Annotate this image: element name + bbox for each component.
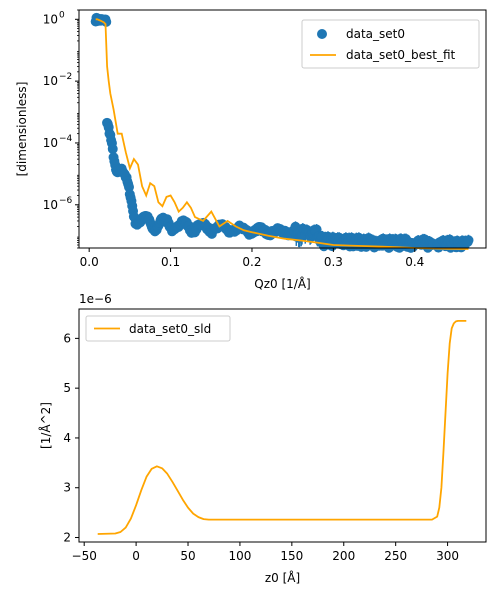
data-point <box>463 235 474 246</box>
y-tick-exponent: −6 <box>59 196 73 206</box>
y-tick-label: 10 <box>43 198 58 212</box>
sld-plot-frame <box>78 308 487 543</box>
y-tick-label: 10 <box>43 12 58 26</box>
x-tick-label: 150 <box>280 549 303 563</box>
y-tick-label: 10 <box>43 74 58 88</box>
reflectivity-x-axis-label: Qz0 [1/Å] <box>254 276 310 291</box>
reflectivity-x-axis: 0.0 0.1 0.2 0.3 0.4 <box>80 248 424 269</box>
x-tick-label: −50 <box>72 549 97 563</box>
sld-y-axis-label: [1/Å^2] <box>38 402 53 449</box>
data-point <box>107 143 118 154</box>
reflectivity-y-axis-label: [dimensionless] <box>15 82 29 177</box>
legend-marker-data <box>317 29 327 39</box>
x-tick-label: 200 <box>332 549 355 563</box>
sld-legend-box <box>85 315 231 342</box>
sld-legend: data_set0_sld <box>85 315 231 342</box>
legend-label-data: data_set0 <box>346 27 405 41</box>
reflectivity-fit-layer <box>95 18 469 250</box>
sld-y-offset-label: 1e−6 <box>79 292 112 306</box>
y-tick-exponent: 0 <box>59 10 65 20</box>
reflectivity-legend: data_set0 data_set0_best_fit <box>301 19 480 69</box>
x-tick-label: 0.4 <box>405 255 424 269</box>
sld-line-layer <box>97 320 467 535</box>
y-tick-label: 4 <box>63 431 71 445</box>
x-tick-label: 0.3 <box>324 255 343 269</box>
x-tick-label: 250 <box>384 549 407 563</box>
sld-profile-line <box>97 320 467 535</box>
x-tick-label: 0.2 <box>242 255 261 269</box>
x-tick-label: 0.1 <box>161 255 180 269</box>
x-tick-label: 300 <box>436 549 459 563</box>
reflectivity-legend-box <box>301 19 480 69</box>
y-tick-label: 5 <box>63 381 71 395</box>
x-tick-label: 50 <box>180 549 195 563</box>
x-tick-label: 100 <box>228 549 251 563</box>
x-tick-label: 0.0 <box>80 255 99 269</box>
sld-x-axis-label: z0 [Å] <box>265 570 300 585</box>
y-tick-label: 6 <box>63 331 71 345</box>
legend-label-best-fit: data_set0_best_fit <box>346 48 456 62</box>
legend-label-sld: data_set0_sld <box>129 322 211 336</box>
sld-x-axis: −50 0 50 100 150 200 250 300 <box>72 542 459 563</box>
y-tick-label: 3 <box>63 481 71 495</box>
sld-y-axis: 2 3 4 5 6 <box>63 331 79 545</box>
reflectivity-plot-frame <box>78 9 487 249</box>
data-point <box>123 182 134 193</box>
y-tick-exponent: −2 <box>59 72 72 82</box>
y-tick-label: 10 <box>43 136 58 150</box>
data-point <box>101 16 112 27</box>
reflectivity-data-layer <box>90 12 474 253</box>
best-fit-line <box>95 18 469 250</box>
y-tick-label: 2 <box>63 531 71 545</box>
x-tick-label: 0 <box>132 549 140 563</box>
y-tick-exponent: −4 <box>59 134 73 144</box>
